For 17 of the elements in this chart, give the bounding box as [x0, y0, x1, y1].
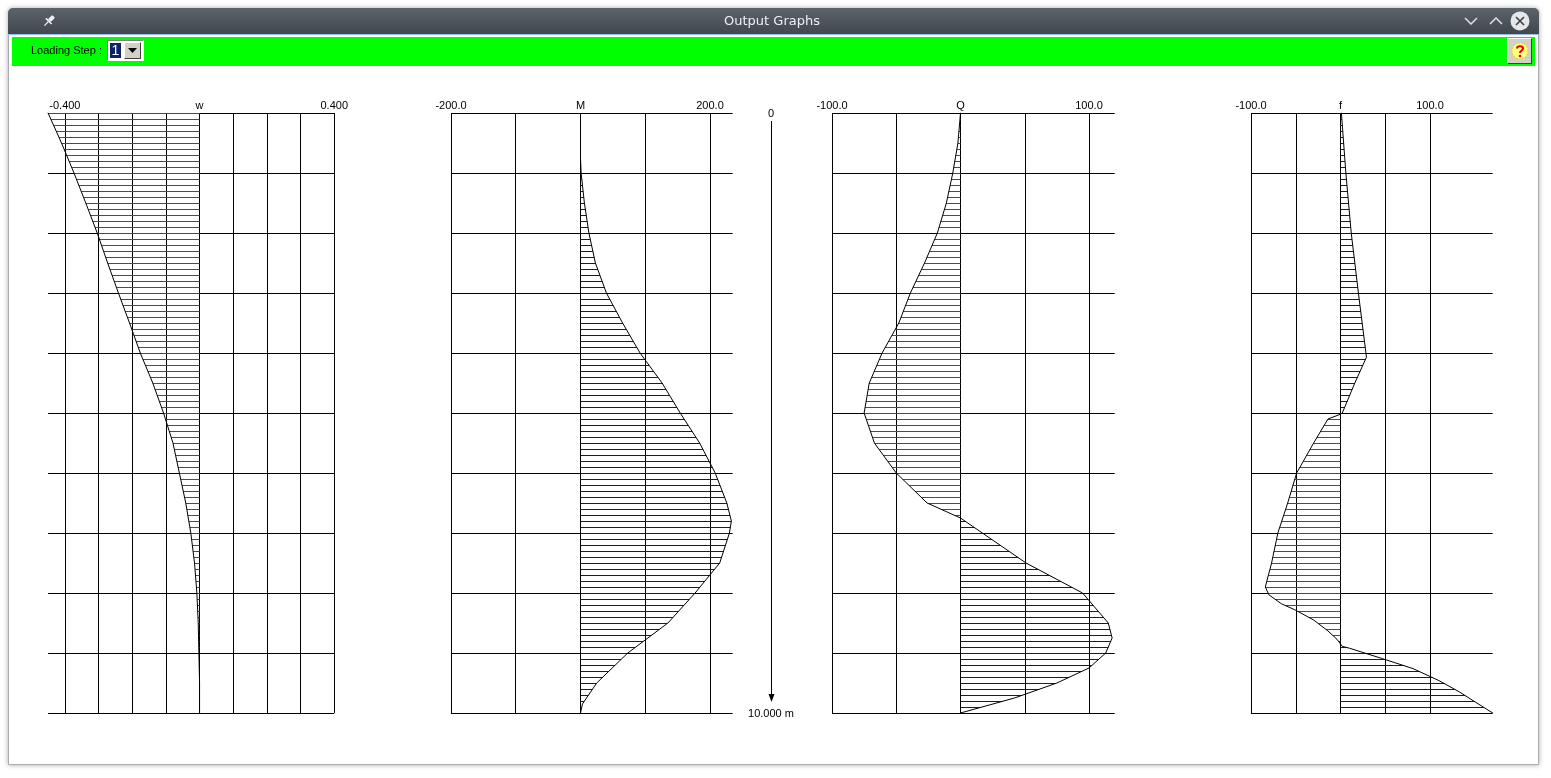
x-axis-title: w [194, 98, 204, 111]
x-tick-label: 100.0 [1416, 98, 1444, 111]
y-tick-label: 0 [767, 107, 775, 119]
x-tick-label: -200.0 [435, 98, 467, 111]
y-tick-label: 10.000 m [748, 707, 794, 719]
x-tick-label: 0.400 [320, 98, 348, 111]
dropdown-field: 1 [107, 40, 144, 61]
x-tick-label: 100.0 [1075, 98, 1103, 111]
x-tick-label: 200.0 [696, 98, 724, 111]
x-tick-label: -0.400 [49, 98, 81, 111]
text: Output Graphs [724, 13, 820, 29]
x-axis-title: Q [956, 98, 966, 111]
x-tick-label: -100.0 [1235, 98, 1267, 111]
x-tick-label: -100.0 [816, 98, 848, 111]
x-axis-title: M [575, 98, 586, 111]
x-axis-title: f [1338, 98, 1343, 111]
text: Loading Step : [31, 43, 102, 57]
